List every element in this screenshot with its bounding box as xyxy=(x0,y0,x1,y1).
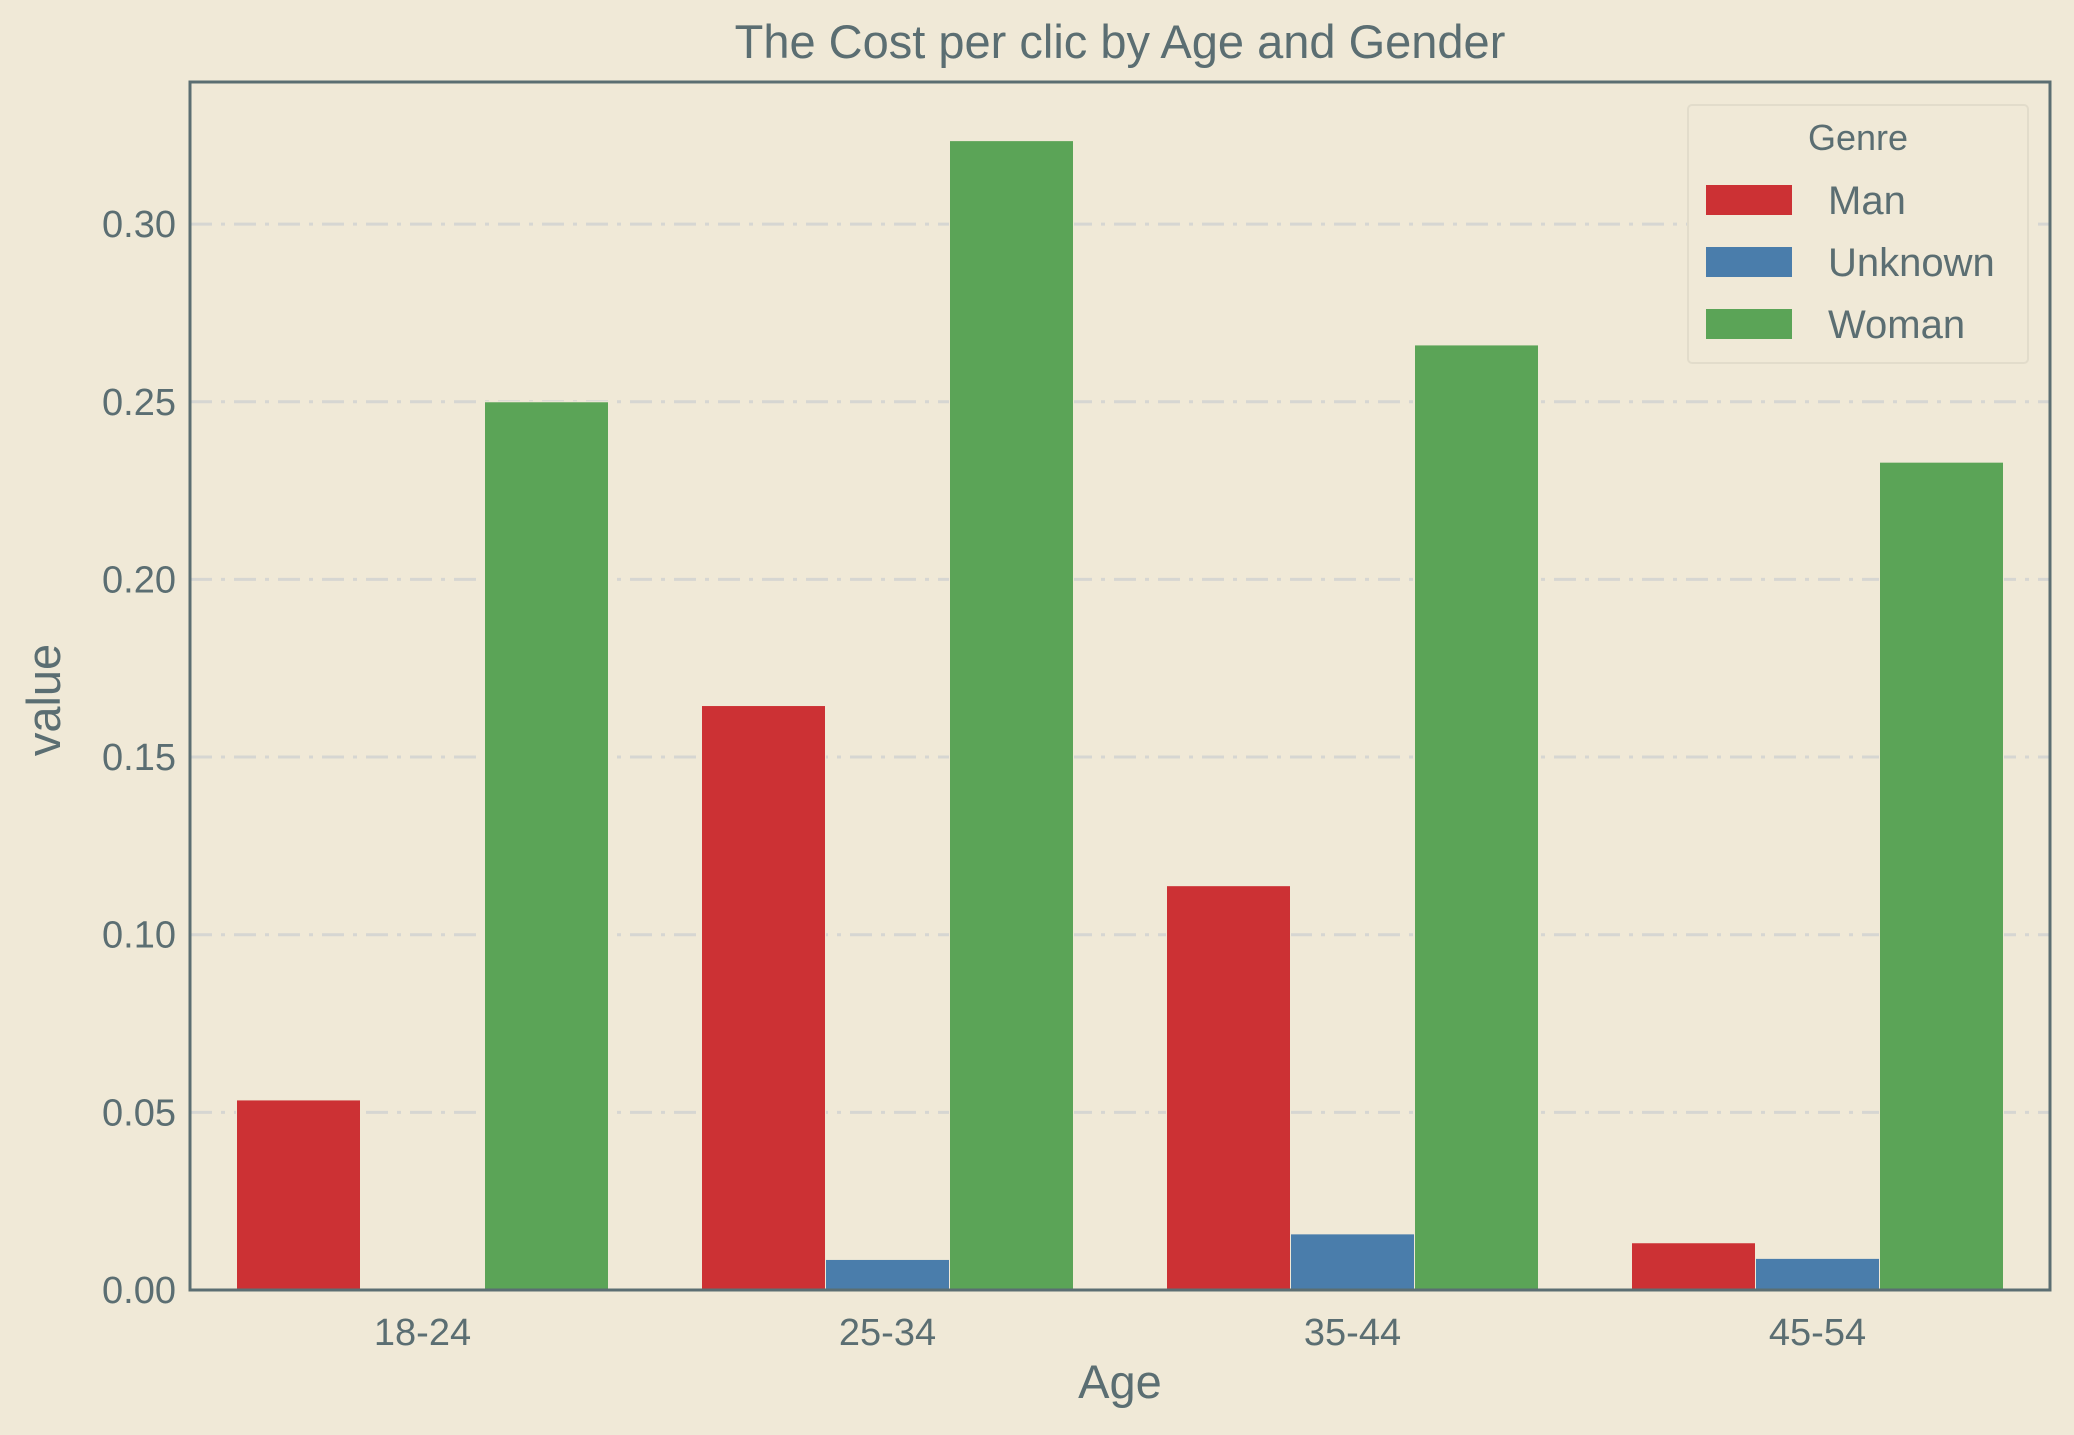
x-tick-label: 25-34 xyxy=(839,1312,936,1354)
legend-items: Man Unknown Woman xyxy=(1706,179,1995,347)
y-axis-label: value xyxy=(17,644,70,756)
legend-box xyxy=(1687,104,2029,364)
bar-man-25-34 xyxy=(701,705,826,1291)
legend-label-unknown: Unknown xyxy=(1828,241,1995,285)
bar-man-35-44 xyxy=(1166,885,1291,1291)
plot-frame xyxy=(188,80,2052,1292)
y-tick-label: 0.15 xyxy=(102,737,176,779)
bar-woman-45-54 xyxy=(1879,461,2004,1291)
y-tick-label: 0.05 xyxy=(102,1092,176,1134)
bar-unknown-25-34 xyxy=(825,1258,950,1291)
bar-unknown-45-54 xyxy=(1755,1257,1880,1291)
legend-swatch-woman xyxy=(1706,309,1792,339)
y-tick-label: 0.25 xyxy=(102,382,176,424)
legend-swatch-man xyxy=(1706,185,1792,215)
y-tick-label: 0.30 xyxy=(102,204,176,246)
bar-woman-35-44 xyxy=(1414,344,1539,1291)
x-tick-label: 35-44 xyxy=(1304,1312,1401,1354)
bar-unknown-35-44 xyxy=(1290,1233,1415,1291)
legend-label-woman: Woman xyxy=(1828,303,1965,347)
x-axis-ticks: 18-24 25-34 35-44 45-54 xyxy=(374,1312,1866,1354)
chart-title: The Cost per clic by Age and Gender xyxy=(735,15,1506,68)
y-tick-label: 0.20 xyxy=(102,559,176,601)
y-axis-ticks: 0.00 0.05 0.10 0.15 0.20 0.25 0.30 xyxy=(102,204,176,1312)
x-tick-label: 18-24 xyxy=(374,1312,471,1354)
bar-man-45-54 xyxy=(1631,1242,1756,1291)
x-tick-label: 45-54 xyxy=(1769,1312,1866,1354)
bar-woman-18-24 xyxy=(484,401,609,1291)
x-axis-label: Age xyxy=(1078,1355,1162,1408)
bar-man-18-24 xyxy=(236,1099,361,1291)
legend-title: Genre xyxy=(1808,117,1908,158)
bar-woman-25-34 xyxy=(949,140,1074,1291)
legend-swatch-unknown xyxy=(1706,247,1792,277)
y-tick-label: 0.10 xyxy=(102,915,176,957)
y-tick-label: 0.00 xyxy=(102,1270,176,1312)
legend: Genre Man Unknown Woman xyxy=(1687,104,2029,364)
bars xyxy=(236,140,2004,1291)
legend-label-man: Man xyxy=(1828,179,1906,223)
